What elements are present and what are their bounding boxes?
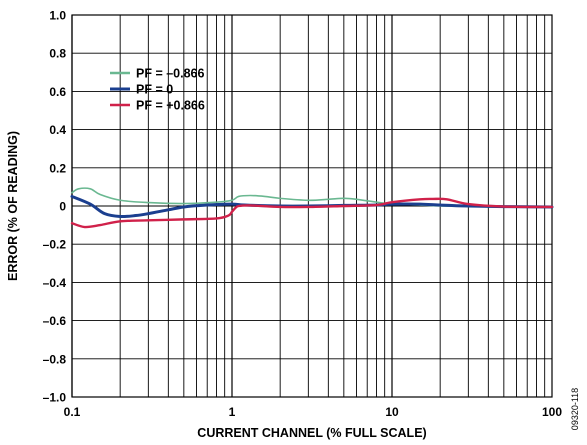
y-tick-label: 0.2 — [49, 161, 66, 175]
y-tick-label: –1.0 — [43, 391, 67, 405]
y-tick-label: –0.2 — [43, 238, 67, 252]
series-line-pf-pos — [70, 197, 554, 229]
y-tick-label: 0 — [59, 200, 66, 214]
y-tick-label: 1.0 — [49, 9, 66, 23]
x-tick-label: 0.1 — [64, 405, 81, 419]
figure-id: 09320-118 — [570, 388, 580, 430]
y-tick-label: –0.4 — [43, 276, 67, 290]
x-tick-label: 1 — [229, 405, 236, 419]
legend-label-pf-pos: PF = +0.866 — [136, 99, 205, 113]
legend-label-pf-zero: PF = 0 — [136, 83, 173, 97]
x-tick-label: 10 — [385, 405, 399, 419]
y-axis-title: ERROR (% OF READING) — [6, 131, 20, 281]
y-tick-label: 0.4 — [49, 123, 66, 137]
legend-label-pf-neg: PF = –0.866 — [136, 67, 204, 81]
legend: PF = –0.866 PF = 0 PF = +0.866 — [110, 67, 205, 113]
tick-labels: 0.1 1 10 100 1.0 0.8 0.6 0.4 0.2 0 –0.2 –0.4 –0.6 –0.… — [43, 9, 563, 420]
series-lines — [70, 187, 554, 229]
y-tick-label: 0.6 — [49, 85, 66, 99]
y-tick-label: –0.8 — [43, 352, 67, 366]
x-axis-title: CURRENT CHANNEL (% FULL SCALE) — [197, 426, 426, 440]
y-tick-label: –0.6 — [43, 314, 67, 328]
x-tick-label: 100 — [542, 405, 562, 419]
y-tick-label: 0.8 — [49, 47, 66, 61]
